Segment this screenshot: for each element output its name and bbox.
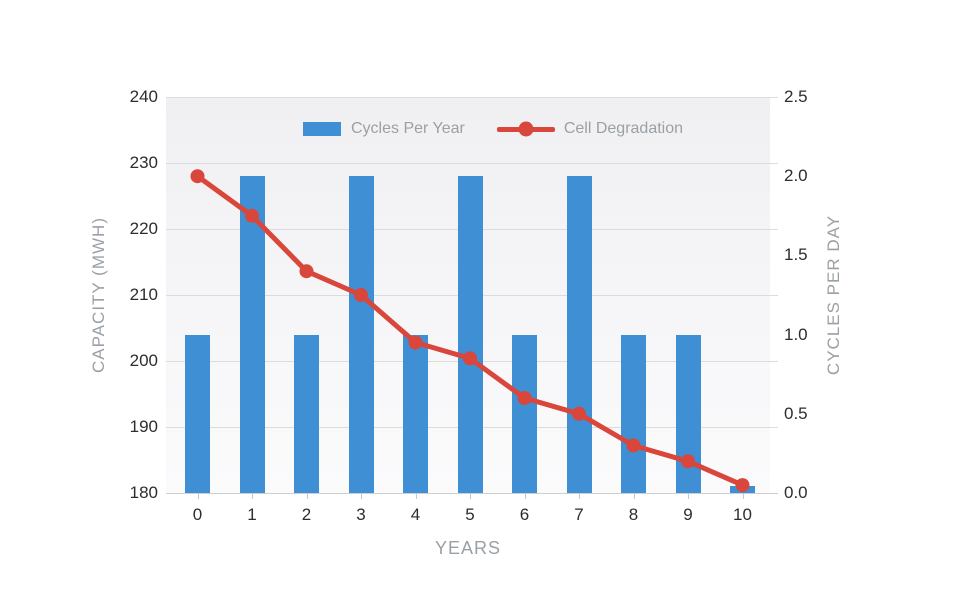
legend-label: Cell Degradation [563, 120, 684, 137]
x-axis-tick-label: 2 [301, 505, 312, 524]
x-axis-tick-label: 3 [356, 505, 366, 524]
bar-cycles-per-year-year-6 [512, 334, 537, 493]
x-axis-tick-label: 9 [683, 505, 693, 524]
line-marker-year-3 [354, 288, 368, 302]
bar-cycles-per-year-year-4 [403, 334, 428, 493]
line-marker-year-0 [190, 169, 205, 184]
line-marker-year-9 [681, 454, 695, 469]
line-marker-year-1 [245, 208, 259, 223]
legend-label: Cycles Per Year [351, 120, 465, 137]
left-axis-tick-label: 240 [129, 87, 158, 106]
left-axis-tick-label: 210 [129, 285, 158, 304]
bar-legend-swatch-icon [303, 122, 341, 136]
gridline [166, 163, 778, 164]
x-axis-tick-label: 4 [410, 505, 421, 524]
x-axis-tick-mark [197, 493, 199, 499]
line-marker-year-4 [408, 335, 423, 350]
right-axis-title: CYCLES PER DAY [824, 214, 843, 376]
x-axis-tick-mark [579, 493, 580, 499]
x-axis-tick-mark [742, 493, 744, 499]
line-marker-year-10 [735, 478, 750, 493]
left-axis-tick-label: 190 [129, 417, 158, 436]
right-axis-tick-label: 0.5 [784, 403, 808, 423]
gridline [166, 97, 778, 98]
line-legend-marker-icon [518, 121, 534, 137]
x-axis-tick-mark [633, 493, 635, 499]
x-axis-tick-mark [306, 493, 308, 499]
right-axis-tick-label: 0.0 [784, 483, 808, 502]
line-legend-swatch-icon [496, 121, 555, 137]
bar-cycles-per-year-year-2 [294, 334, 319, 493]
line-marker-year-8 [626, 438, 641, 453]
right-axis-tick-label: 1.0 [784, 324, 808, 344]
bar-cycles-per-year-year-0 [185, 334, 210, 493]
gridline [166, 493, 778, 494]
degradation-line [195, 173, 745, 488]
x-axis-tick-label: 10 [733, 505, 752, 524]
line-series-layer [190, 169, 750, 493]
right-axis-tick-label: 2.5 [784, 87, 808, 106]
x-axis-tick-label: 7 [574, 505, 584, 524]
line-marker-year-6 [517, 391, 532, 405]
x-axis-tick-mark [524, 493, 526, 499]
x-axis-tick-mark [415, 493, 417, 499]
legend: Cycles Per Year Cell Degradation [303, 118, 683, 140]
left-axis-tick-label: 200 [129, 351, 158, 370]
legend-item-cell-degradation[interactable]: Cell Degradation [496, 120, 684, 138]
bar-cycles-per-year-year-1 [239, 176, 265, 493]
left-axis-tick-label: 220 [129, 219, 158, 238]
line-marker-year-5 [463, 351, 477, 366]
line-marker-year-2 [299, 264, 314, 279]
left-axis-title: CAPACITY (MWH) [89, 217, 108, 373]
right-axis-tick-label: 1.5 [784, 245, 808, 265]
x-axis-tick-label: 6 [519, 505, 530, 524]
bar-cycles-per-year-year-5 [457, 176, 483, 493]
bar-cycles-per-year-year-8 [621, 334, 646, 493]
left-axis-tick-label: 230 [129, 153, 158, 172]
x-axis-tick-label: 0 [192, 505, 203, 524]
left-axis-tick-label: 180 [129, 483, 158, 502]
x-axis-tick-mark [688, 493, 689, 499]
x-axis-tick-label: 1 [247, 505, 257, 524]
x-axis-tick-mark [361, 493, 362, 499]
bar-cycles-per-year-year-7 [566, 176, 592, 493]
x-axis-tick-label: 5 [465, 505, 475, 524]
x-axis-tick-mark [252, 493, 253, 499]
line-marker-year-7 [572, 406, 586, 421]
legend-item-cycles-per-year[interactable]: Cycles Per Year [303, 120, 465, 138]
right-axis-tick-label: 2.0 [784, 166, 808, 186]
x-axis-tick-mark [470, 493, 471, 499]
bar-cycles-per-year-year-3 [348, 176, 374, 493]
x-axis-title: YEARS [434, 538, 502, 558]
x-axis-tick-label: 8 [628, 505, 639, 524]
